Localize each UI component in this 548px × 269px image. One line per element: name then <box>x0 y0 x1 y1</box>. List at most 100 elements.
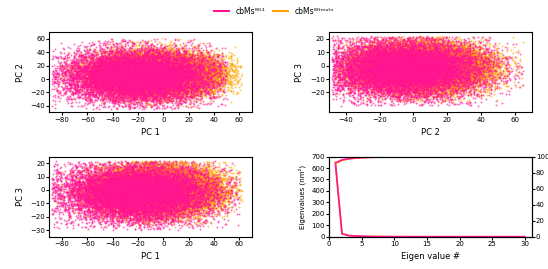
Point <box>171 206 180 210</box>
Point <box>149 65 158 69</box>
Point <box>171 69 180 74</box>
Point <box>385 68 393 72</box>
Point <box>102 65 111 69</box>
Point <box>197 72 206 76</box>
Point <box>453 72 461 76</box>
Point <box>123 180 132 184</box>
Point <box>151 74 160 78</box>
Point <box>140 87 149 91</box>
Point <box>107 78 116 83</box>
Point <box>96 186 105 190</box>
Point <box>173 191 182 195</box>
Point <box>103 56 112 61</box>
Point <box>112 183 121 187</box>
Point <box>198 182 207 186</box>
Point <box>150 94 158 98</box>
Point <box>67 190 76 194</box>
Point <box>120 88 129 92</box>
Point <box>170 84 179 88</box>
Point <box>402 62 411 67</box>
Point <box>356 51 364 55</box>
Point <box>467 61 476 66</box>
Point <box>436 49 445 53</box>
Point <box>400 66 409 70</box>
Point <box>99 177 107 181</box>
Point <box>191 79 199 83</box>
Point <box>117 64 125 68</box>
Point <box>428 56 437 60</box>
Point <box>425 69 434 73</box>
Point <box>375 65 384 70</box>
Point <box>403 58 412 62</box>
Point <box>154 180 163 184</box>
Point <box>203 178 212 182</box>
Point <box>149 211 158 216</box>
Point <box>139 70 148 75</box>
Point <box>467 78 476 82</box>
Point <box>99 188 107 192</box>
Point <box>415 63 424 68</box>
Point <box>174 80 182 84</box>
Point <box>164 200 173 204</box>
Point <box>186 72 195 76</box>
Point <box>119 173 128 177</box>
Point <box>174 66 183 70</box>
Point <box>472 64 481 68</box>
Point <box>139 187 147 192</box>
Point <box>160 197 169 201</box>
Point <box>226 63 235 67</box>
Point <box>161 65 169 69</box>
Point <box>173 58 181 63</box>
Point <box>402 78 410 83</box>
Point <box>429 64 437 68</box>
Point <box>186 172 195 176</box>
Point <box>114 165 123 170</box>
Point <box>128 210 137 215</box>
Point <box>196 173 205 177</box>
Point <box>458 63 467 68</box>
Point <box>455 54 464 58</box>
Point <box>388 73 397 77</box>
Point <box>110 68 118 72</box>
Point <box>432 90 441 94</box>
Point <box>369 43 378 47</box>
Point <box>138 171 146 175</box>
Point <box>181 58 190 62</box>
Point <box>458 73 466 78</box>
Point <box>141 187 150 192</box>
Point <box>472 65 481 70</box>
Point <box>154 60 163 64</box>
Point <box>208 74 216 78</box>
Point <box>161 186 169 190</box>
Point <box>119 189 128 194</box>
Point <box>149 200 158 205</box>
Point <box>159 58 168 63</box>
Point <box>437 71 446 75</box>
Point <box>189 68 198 73</box>
Point <box>160 183 169 187</box>
Point <box>94 66 102 70</box>
Point <box>148 214 157 218</box>
Point <box>97 179 106 184</box>
Point <box>403 67 412 71</box>
Point <box>408 74 416 78</box>
Point <box>193 67 202 71</box>
Point <box>118 187 127 191</box>
Point <box>407 73 415 77</box>
Point <box>129 97 138 101</box>
Point <box>389 66 398 70</box>
Point <box>179 69 188 73</box>
Point <box>109 66 118 70</box>
Point <box>449 71 458 76</box>
Point <box>342 79 351 84</box>
Point <box>135 193 144 197</box>
Point <box>192 75 201 79</box>
Point <box>136 79 145 83</box>
Point <box>206 54 215 59</box>
Point <box>403 61 412 65</box>
Point <box>118 79 127 83</box>
Point <box>381 62 390 66</box>
Point <box>191 180 200 184</box>
Point <box>169 180 178 184</box>
Point <box>453 71 461 75</box>
